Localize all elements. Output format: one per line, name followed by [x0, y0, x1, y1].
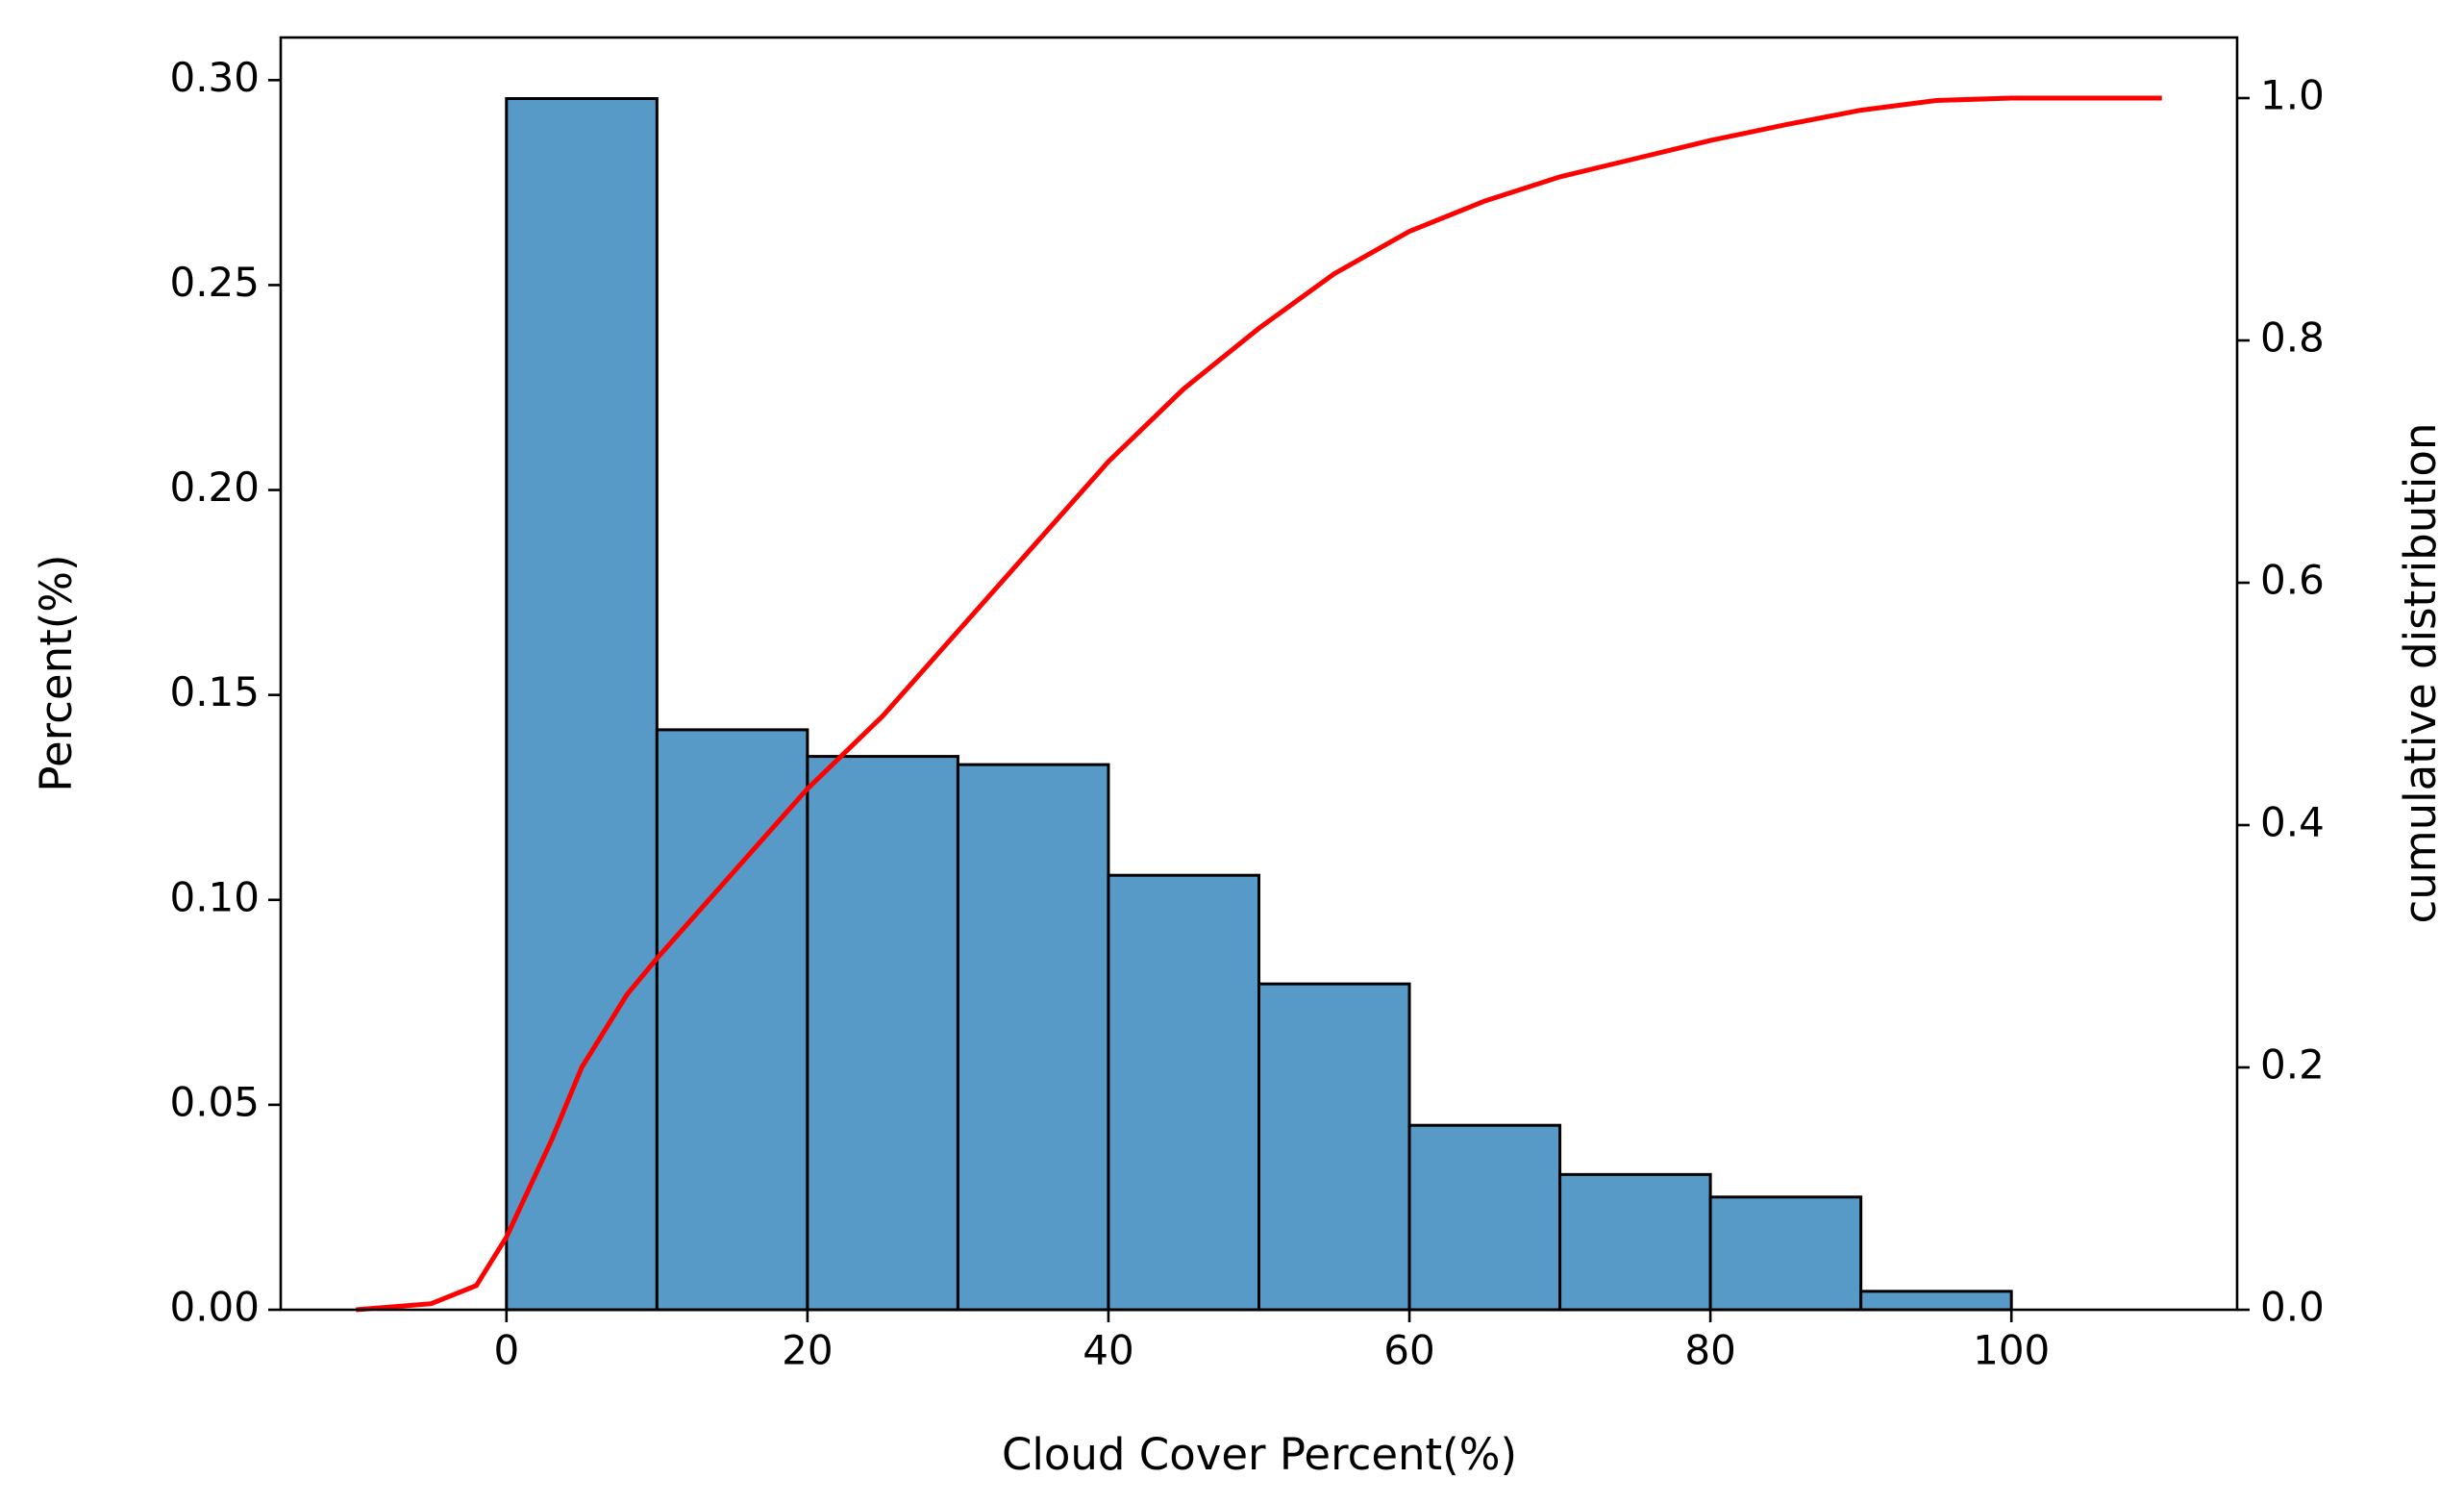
- y2-tick-label: 0.6: [2260, 557, 2325, 604]
- y2-tick-label: 0.0: [2260, 1284, 2325, 1331]
- y-tick-label: 0.20: [169, 464, 260, 511]
- y-axis-label: Percent(%): [31, 554, 82, 791]
- axes-frame: [279, 36, 2239, 1312]
- x-axis-label: Cloud Cover Percent(%): [1002, 1429, 1517, 1480]
- x-tick-label: 100: [1973, 1327, 2050, 1374]
- bar: [956, 763, 1110, 1312]
- y-tick-label: 0.00: [169, 1284, 260, 1331]
- bar: [1708, 1195, 1863, 1312]
- x-tick-label: 40: [1083, 1327, 1133, 1374]
- y-tick-label: 0.15: [169, 668, 260, 715]
- bar: [1257, 982, 1411, 1312]
- cdf-line: [356, 95, 2162, 1313]
- y-tick-label: 0.30: [169, 54, 260, 101]
- y-tick-label: 0.25: [169, 259, 260, 306]
- bar: [1407, 1123, 1562, 1312]
- bar: [1558, 1172, 1712, 1312]
- y2-tick-label: 0.8: [2260, 314, 2325, 362]
- y-tick-label: 0.05: [169, 1078, 260, 1125]
- y-tick-label: 0.10: [169, 873, 260, 920]
- bar: [1859, 1290, 2013, 1312]
- x-tick-label: 20: [782, 1327, 833, 1374]
- y2-tick-label: 0.4: [2260, 799, 2325, 846]
- y2-tick-label: 0.2: [2260, 1041, 2325, 1089]
- x-tick-label: 0: [493, 1327, 519, 1374]
- y2-tick-label: 1.0: [2260, 72, 2325, 119]
- y2-axis-label: cumulative distribution: [2395, 423, 2446, 924]
- bar: [655, 728, 809, 1312]
- bar: [1107, 873, 1261, 1312]
- x-tick-label: 80: [1684, 1327, 1735, 1374]
- x-tick-label: 60: [1383, 1327, 1434, 1374]
- bar: [505, 97, 659, 1312]
- bar: [806, 755, 959, 1312]
